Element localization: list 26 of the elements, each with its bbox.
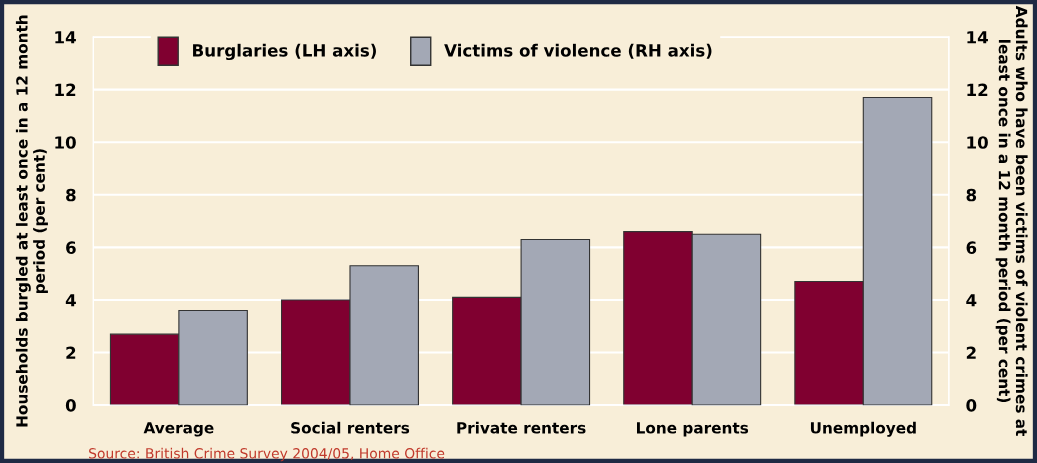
legend-label: Victims of violence (RH axis): [444, 43, 712, 59]
x-tick-label: Unemployed: [810, 421, 916, 437]
x-tick-label: Lone parents: [637, 422, 749, 437]
y2-tick-label: 4: [966, 294, 977, 307]
y-tick-label: 6: [66, 241, 76, 254]
y-tick-label: 2: [66, 346, 76, 359]
y-tick-label: 10: [55, 136, 76, 149]
x-tick-label: Social renters: [291, 421, 410, 434]
y2-tick-label: 6: [966, 241, 977, 254]
y-tick-label: 8: [66, 188, 76, 202]
y-axis-title: Households burgled at least once in a 12 month period (per cent): [15, 15, 48, 427]
x-tick-label: Average: [143, 422, 214, 437]
y2-axis-title: Adults who have been victims of violent crimes at least once in a 12 month period (per cent): [995, 5, 1028, 437]
y-tick-label: 0: [65, 399, 76, 412]
x-tick-label: Private renters: [457, 421, 586, 434]
y2-tick-label: 14: [967, 31, 988, 44]
y2-tick-label: 12: [967, 83, 988, 96]
source-note: Source: British Crime Survey 2004/05, Home Office: [89, 447, 445, 462]
y2-tick-label: 8: [966, 188, 977, 202]
y-tick-label: 4: [65, 294, 76, 307]
y-tick-label: 12: [55, 83, 76, 96]
legend-label: Burglaries (LH axis): [193, 43, 376, 61]
y2-tick-label: 10: [967, 136, 988, 149]
y-tick-label: 14: [55, 31, 76, 44]
y2-tick-label: 0: [966, 399, 977, 412]
y2-tick-label: 2: [966, 346, 976, 359]
